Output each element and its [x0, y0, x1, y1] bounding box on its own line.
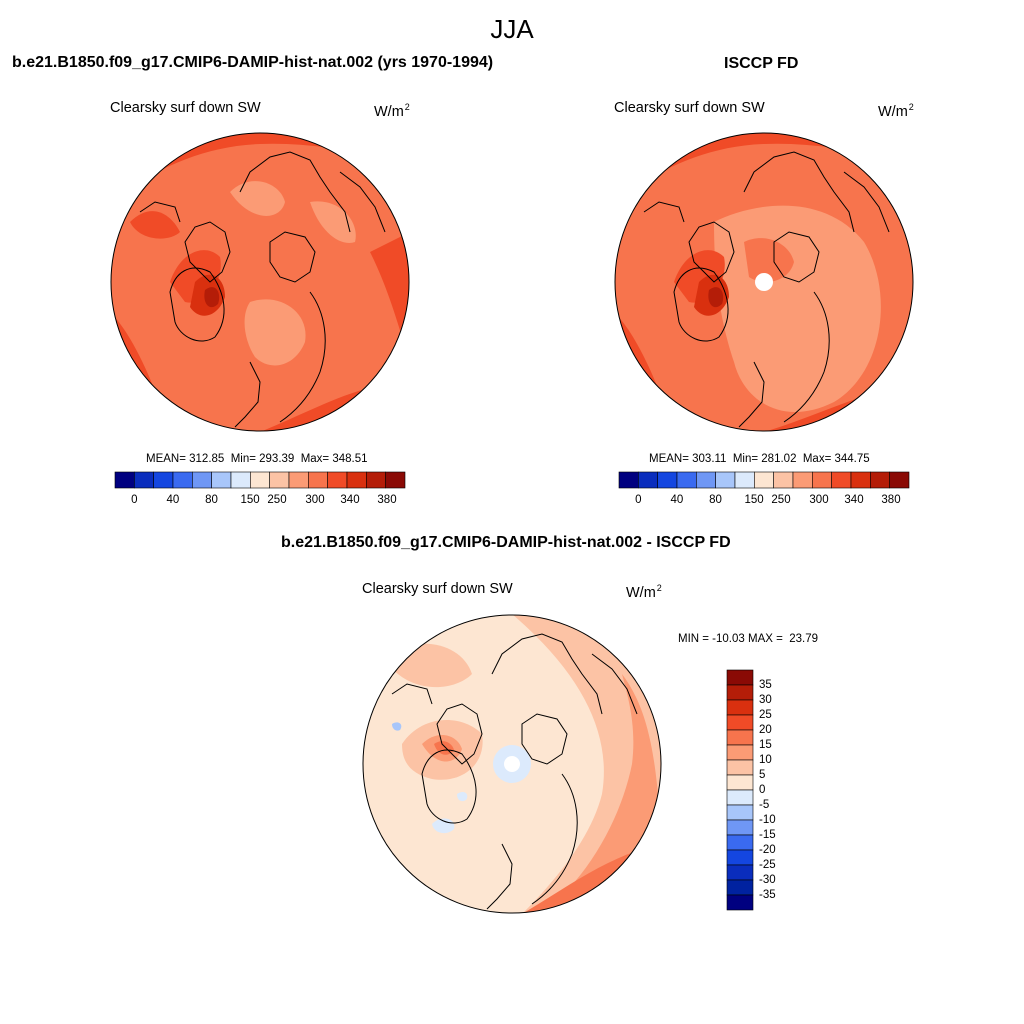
colorbar-labels-diff: 35 30 25 20 15 10 5 0 -5 -10 -15 -20 -25…: [759, 670, 799, 910]
colorbar-swatch: [134, 471, 154, 489]
colorbar-swatch: [792, 471, 813, 489]
cbar-tick: -30: [759, 874, 776, 886]
cbar-tick: 80: [709, 494, 722, 506]
colorbar-swatch: [346, 471, 367, 489]
cbar-tick: 300: [809, 494, 829, 506]
cbar-tick: 0: [635, 494, 642, 506]
colorbar-swatch: [715, 471, 736, 489]
panel-title-model: b.e21.B1850.f09_g17.CMIP6-DAMIP-hist-nat…: [12, 54, 494, 71]
cbar-tick: -10: [759, 814, 776, 826]
colorbar-swatch: [638, 471, 658, 489]
cbar-tick: -35: [759, 889, 776, 901]
colorbar-swatch: [726, 699, 754, 716]
variable-label-diff: Clearsky surf down SW: [362, 581, 513, 597]
colorbar-swatch: [726, 879, 754, 896]
colorbar-swatch: [726, 714, 754, 731]
polar-map-model: [110, 132, 410, 432]
colorbar-swatch: [726, 864, 754, 881]
colorbar-swatch: [153, 471, 174, 489]
cbar-tick: 5: [759, 769, 766, 781]
cbar-tick: 15: [759, 739, 772, 751]
colorbar-swatch: [726, 729, 754, 746]
cbar-tick: -20: [759, 844, 776, 856]
colorbar-swatch: [726, 759, 754, 776]
colorbar-swatch: [385, 471, 406, 489]
colorbar-swatch: [773, 471, 794, 489]
variable-label-obs: Clearsky surf down SW: [614, 100, 765, 116]
colorbar-swatch: [850, 471, 871, 489]
colorbar-swatch: [726, 819, 754, 836]
stats-obs: MEAN= 303.11 Min= 281.02 Max= 344.75: [649, 453, 870, 465]
cbar-tick: 340: [340, 494, 360, 506]
colorbar-swatch: [726, 789, 754, 806]
units-label-model: W/m2: [374, 102, 410, 120]
colorbar-swatch: [114, 471, 135, 489]
colorbar-swatch: [657, 471, 678, 489]
cbar-tick: 80: [205, 494, 218, 506]
polar-map-diff: [362, 614, 662, 914]
cbar-tick: 10: [759, 754, 772, 766]
colorbar-swatch: [211, 471, 232, 489]
cbar-tick: -25: [759, 859, 776, 871]
colorbar-abs-model: [114, 471, 406, 489]
cbar-tick: 340: [844, 494, 864, 506]
cbar-tick: 40: [166, 494, 180, 506]
stats-diff: MIN = -10.03 MAX = 23.79: [678, 633, 818, 645]
cbar-tick: -15: [759, 829, 776, 841]
colorbar-abs-obs: [618, 471, 910, 489]
colorbar-swatch: [726, 849, 754, 866]
colorbar-swatch: [754, 471, 774, 489]
colorbar-swatch: [812, 471, 832, 489]
colorbar-swatch: [726, 669, 754, 686]
cbar-tick: 300: [305, 494, 325, 506]
cbar-tick: 35: [759, 679, 772, 691]
panel-title-obs: ISCCP FD: [724, 55, 799, 72]
cbar-tick: 30: [759, 694, 772, 706]
colorbar-labels-model: 0 40 80 150 250 300 340 380: [115, 494, 405, 510]
stats-model: MEAN= 312.85 Min= 293.39 Max= 348.51: [146, 453, 368, 465]
main-title: JJA: [490, 14, 534, 44]
colorbar-swatch: [726, 894, 754, 911]
cbar-tick: 25: [759, 709, 772, 721]
colorbar-swatch: [726, 804, 754, 821]
variable-label-model: Clearsky surf down SW: [110, 100, 261, 116]
units-label-diff: W/m2: [626, 583, 662, 601]
colorbar-labels-obs: 0 40 80 150 250 300 340 380: [619, 494, 909, 510]
colorbar-swatch: [269, 471, 290, 489]
panel-title-diff: b.e21.B1850.f09_g17.CMIP6-DAMIP-hist-nat…: [281, 534, 731, 551]
colorbar-swatch: [726, 684, 754, 701]
colorbar-swatch: [696, 471, 716, 489]
cbar-tick: 380: [881, 494, 901, 506]
colorbar-swatch: [831, 471, 852, 489]
colorbar-swatch: [250, 471, 270, 489]
colorbar-swatch: [230, 471, 251, 489]
colorbar-swatch: [366, 471, 386, 489]
colorbar-swatch: [726, 744, 754, 761]
cbar-tick: 40: [670, 494, 684, 506]
colorbar-swatch: [308, 471, 328, 489]
colorbar-swatch: [726, 834, 754, 851]
colorbar-swatch: [618, 471, 639, 489]
units-label-obs: W/m2: [878, 102, 914, 120]
cbar-tick: 150: [240, 494, 260, 506]
colorbar-swatch: [870, 471, 890, 489]
colorbar-swatch: [889, 471, 910, 489]
colorbar-swatch: [734, 471, 755, 489]
cbar-tick: -5: [759, 799, 770, 811]
cbar-tick: 0: [759, 784, 766, 796]
cbar-tick: 20: [759, 724, 772, 736]
colorbar-swatch: [726, 774, 754, 791]
colorbar-swatch: [288, 471, 309, 489]
cbar-tick: 150: [744, 494, 764, 506]
colorbar-swatch: [192, 471, 212, 489]
colorbar-diff: [726, 669, 754, 911]
colorbar-swatch: [172, 471, 193, 489]
cbar-tick: 250: [267, 494, 287, 506]
cbar-tick: 250: [771, 494, 791, 506]
cbar-tick: 0: [131, 494, 138, 506]
colorbar-swatch: [676, 471, 697, 489]
polar-map-obs: [614, 132, 914, 432]
cbar-tick: 380: [377, 494, 397, 506]
colorbar-swatch: [327, 471, 348, 489]
